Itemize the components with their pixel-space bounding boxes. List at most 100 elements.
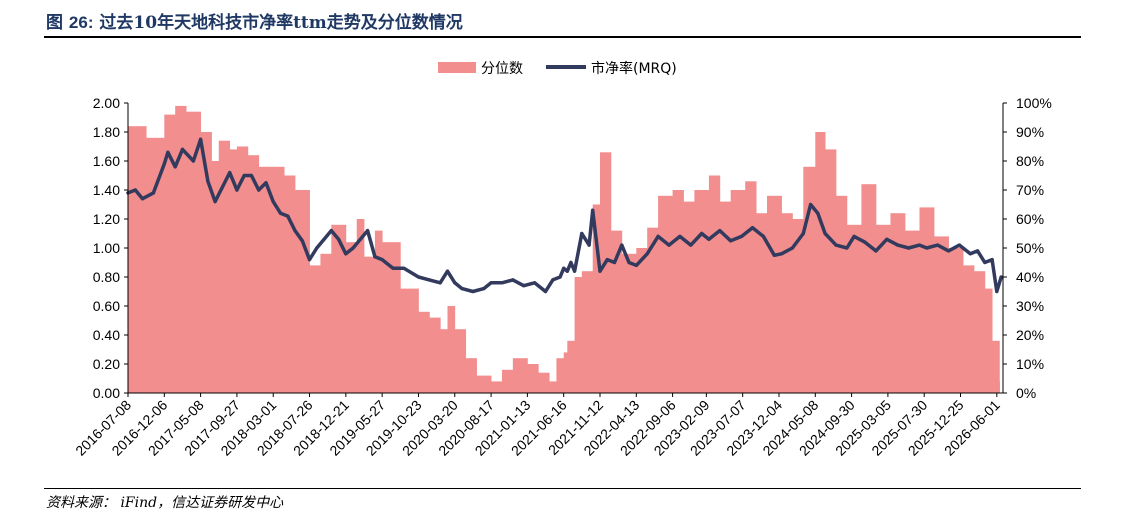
percentile-bar [218,140,231,393]
percentile-bar [258,166,274,393]
percentile-bar [164,114,176,393]
figure-title-number: 26: [68,13,94,32]
pb-point [427,278,431,282]
pb-point [300,239,304,243]
pb-point [278,211,283,215]
percentile-bar [146,137,165,393]
pb-point [816,211,820,215]
legend: 分位数 市净率(MRQ) [438,60,677,77]
pb-point [834,243,838,247]
pb-point [336,237,341,241]
percentile-bar [658,195,674,393]
pb-point [612,260,617,265]
percentile-bar [919,207,935,393]
pb-point [761,234,765,238]
percentile-bar [574,277,583,393]
percentile-bar [599,152,612,393]
pb-point [213,200,217,204]
percentile-bar [309,265,321,393]
pb-point [242,173,246,178]
percentile-bar [825,149,837,393]
pb-point [249,173,254,178]
pb-point [402,266,406,270]
percentile-bar [992,340,1000,393]
percentile-bar [211,161,220,393]
pb-point [645,252,649,256]
pb-point [162,162,166,166]
pb-point [445,269,450,273]
pb-point [293,229,297,233]
percentile-bar [374,230,383,393]
percentile-bar [803,166,816,393]
pb-point [558,275,562,279]
pb-point [522,284,526,288]
percentile-bar [694,190,710,393]
pb-point [380,258,384,262]
pb-point [572,269,577,273]
pb-point [591,208,595,212]
pb-line [126,137,1003,294]
pb-point [689,243,693,247]
left-tick-label: 0.60 [93,298,120,314]
pb-point [995,289,999,294]
pb-point [351,246,355,250]
percentile-bar [730,190,746,393]
pb-point [166,150,170,154]
percentile-bar [429,317,441,393]
percentile-bar [356,219,365,393]
pb-point [779,252,784,256]
legend-swatch-percentile [438,62,476,73]
percentile-bar [781,213,793,393]
pb-point [917,243,922,247]
figure-title: 图 26: 过去10年天地科技市净率ttm走势及分位数情况 [46,8,463,33]
pb-point [772,253,776,257]
pb-point [580,231,584,236]
percentile-bar [363,256,376,393]
pb-point [307,258,312,262]
right-tick-label: 70% [1016,182,1044,198]
percentile-bar [320,253,332,393]
percentile-bar [621,253,637,393]
left-tick-label: 2.00 [93,95,120,111]
pb-point [489,281,493,285]
pb-point [391,266,395,270]
percentile-bar [592,204,601,393]
legend-label-percentile: 分位数 [481,61,523,77]
pb-point [453,281,457,285]
pb-point [936,243,940,247]
percentile-bar [745,181,757,393]
percentile-bar [890,213,906,393]
left-tick-label: 1.80 [93,124,120,140]
pb-point [329,229,333,233]
percentile-bar [229,149,238,393]
pb-point [271,200,275,204]
right-tick-label: 90% [1016,124,1044,140]
percentile-bar [756,213,768,393]
pb-point [990,258,994,262]
percentile-bar [128,126,147,393]
pb-point [707,237,711,241]
pb-point [620,243,624,247]
source-note: 资料来源： iFind，信达证券研发中心 [46,495,284,511]
left-axis-ticks: 0.00 0.20 0.40 0.60 0.80 1.00 1.20 1.40 1.60 1.80… [93,95,128,401]
pb-point [634,263,638,267]
pb-point [885,237,889,241]
pb-point [946,249,951,253]
pb-point [718,229,722,233]
figure-title-prefix: 图 [46,13,63,33]
percentile-bar [719,201,732,393]
pb-point [358,237,362,241]
percentile-bar [331,224,347,393]
percentile-bar [538,372,550,393]
percentile-bar [835,195,848,393]
percentile-bar [963,265,975,393]
pb-point [140,197,145,201]
pb-point [373,255,377,259]
pb-point [257,188,261,192]
pb-point [562,266,566,270]
pb-point [543,289,548,294]
percentile-bar [875,224,891,393]
percentile-bar [236,146,249,393]
pb-point [344,252,348,256]
percentile-bar [636,248,648,393]
